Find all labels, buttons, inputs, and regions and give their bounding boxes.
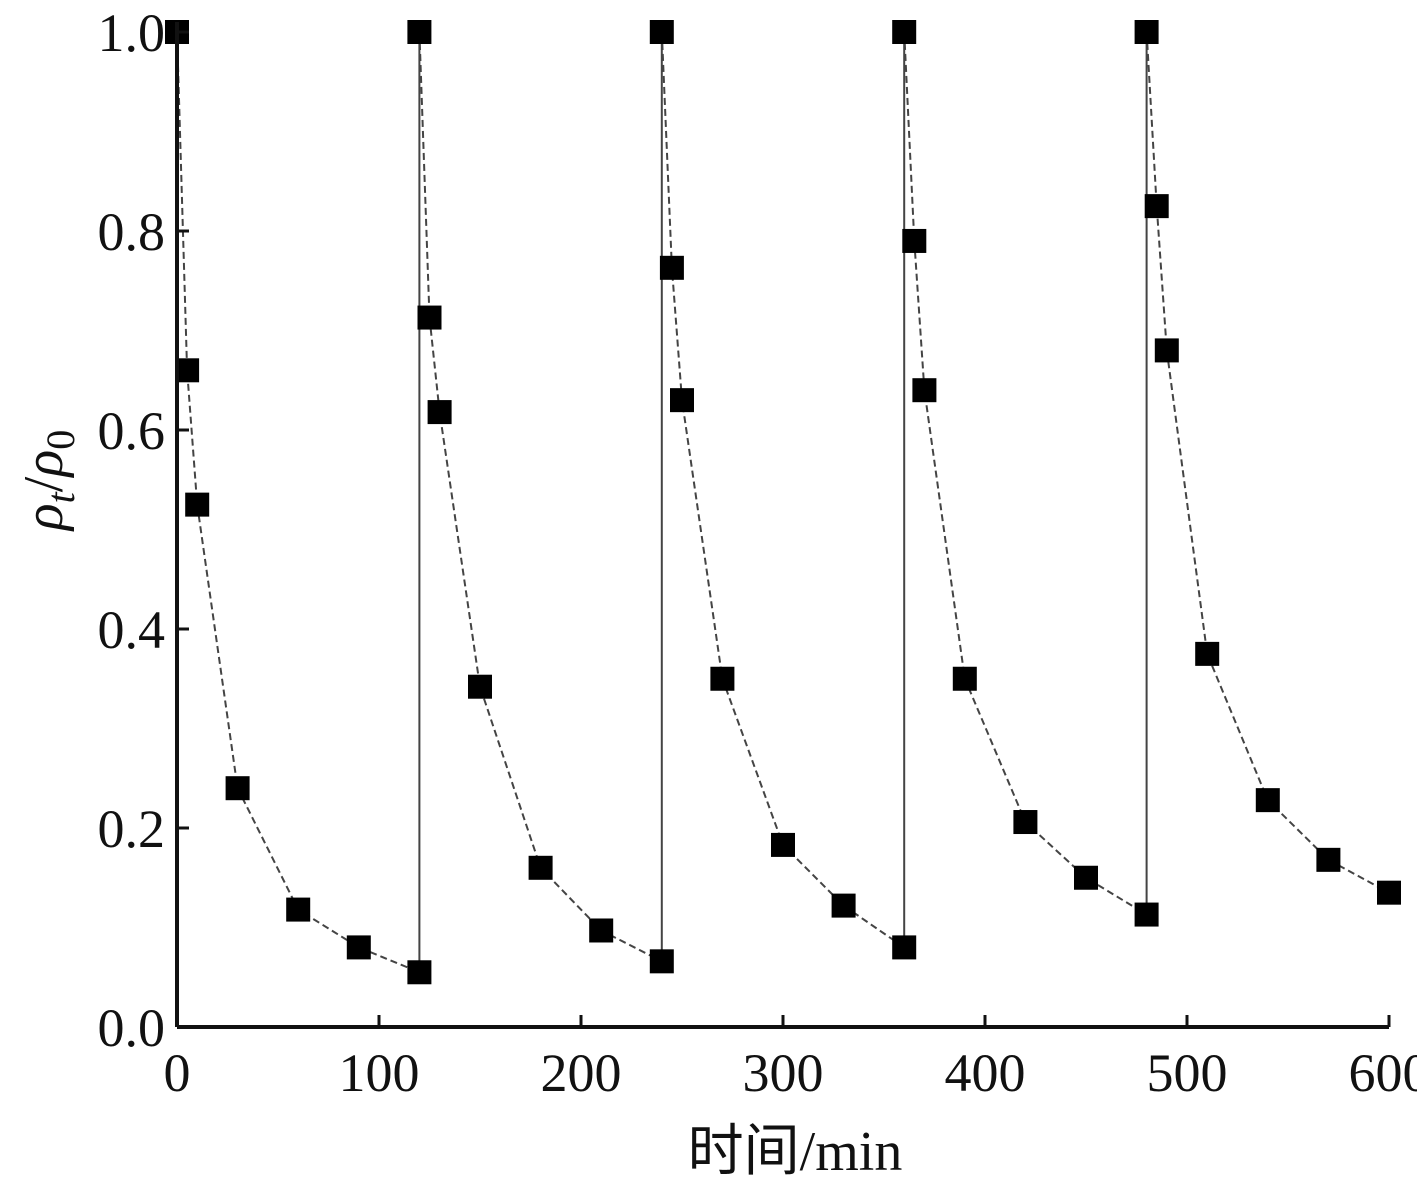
x-axis-title: 时间/min	[688, 1121, 903, 1181]
x-tick-label: 400	[945, 1043, 1026, 1103]
axes	[175, 22, 1391, 1029]
data-point	[1074, 865, 1098, 890]
data-point	[902, 228, 927, 253]
data-point	[346, 935, 371, 960]
y-axis-title-num-base: ρ	[13, 503, 75, 532]
series-line	[176, 31, 420, 974]
data-point	[185, 492, 210, 517]
y-axis-title-slash: /	[13, 476, 75, 492]
plot-area	[165, 20, 1401, 985]
data-point	[659, 255, 684, 280]
data-point	[649, 20, 674, 44]
data-point	[417, 305, 442, 330]
data-point	[1013, 810, 1038, 835]
y-tick-label: 0.8	[98, 202, 166, 262]
data-point	[831, 893, 856, 918]
data-point	[892, 20, 917, 44]
data-point	[589, 918, 614, 943]
data-point	[710, 666, 735, 691]
y-axis-title-den-base: ρ	[13, 450, 75, 479]
data-point	[771, 832, 795, 857]
y-axis-title: ρt/ρ0	[13, 430, 83, 532]
data-point	[1195, 641, 1220, 666]
data-point	[286, 897, 311, 922]
data-point	[1316, 847, 1341, 872]
data-point	[1377, 880, 1401, 905]
data-point	[468, 674, 492, 699]
y-axis-title-den-sub: 0	[38, 430, 83, 450]
y-tick-label: 1.0	[98, 3, 166, 63]
x-tick-label: 200	[541, 1043, 622, 1103]
y-tick-label: 0.4	[98, 600, 166, 660]
data-point	[175, 358, 200, 383]
data-point	[952, 666, 977, 691]
x-tick-label: 100	[339, 1043, 420, 1103]
data-point	[1255, 788, 1280, 813]
y-tick-label: 0.2	[98, 799, 166, 859]
x-tick-label: 0	[164, 1043, 191, 1103]
data-point	[407, 20, 432, 44]
data-point	[1134, 902, 1159, 927]
data-point	[427, 400, 452, 425]
series-line	[903, 31, 1148, 916]
data-point	[892, 935, 917, 960]
tick-labels: 0 100 200 300 400 500 600 0.0 0.2 0.4 0.6 0.8 1.0	[98, 3, 1417, 1103]
series-line	[660, 31, 905, 949]
x-tick-label: 600	[1349, 1043, 1417, 1103]
data-point	[407, 960, 432, 985]
x-tick-label: 500	[1147, 1043, 1228, 1103]
y-tick-label: 0.0	[98, 998, 166, 1058]
y-tick-label: 0.6	[98, 401, 166, 461]
data-point	[670, 388, 694, 413]
y-axis-title-num-sub: t	[38, 491, 83, 503]
series-line	[418, 31, 663, 963]
data-point	[649, 949, 674, 974]
series-line	[1145, 31, 1390, 894]
data-point	[1154, 338, 1179, 363]
x-tick-label: 300	[743, 1043, 824, 1103]
data-point	[1144, 194, 1169, 219]
data-point	[225, 776, 250, 801]
data-point	[1134, 20, 1159, 44]
data-point	[912, 378, 937, 403]
data-point	[528, 855, 553, 880]
